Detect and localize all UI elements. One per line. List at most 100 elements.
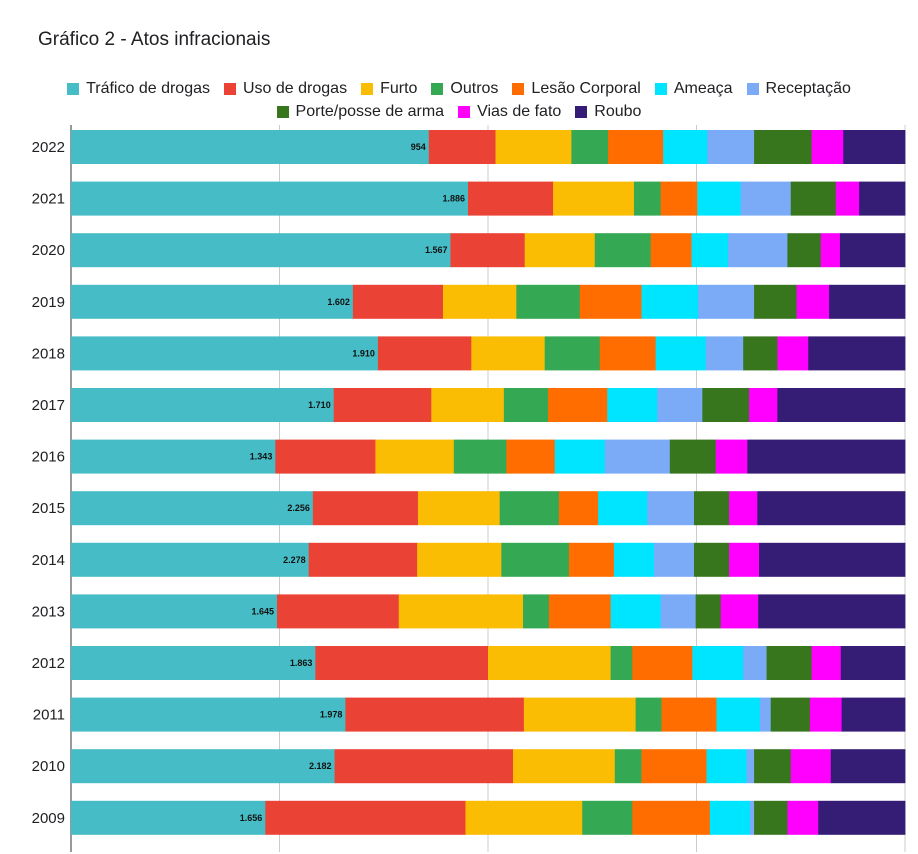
bar-segment[interactable] <box>579 284 642 319</box>
bar-segment[interactable] <box>660 181 698 216</box>
bar-segment[interactable] <box>312 491 419 526</box>
bar-segment[interactable] <box>632 800 711 835</box>
bar-segment[interactable] <box>754 130 812 164</box>
bar-segment[interactable] <box>692 646 744 680</box>
legend-item[interactable]: Vias de fato <box>458 103 561 121</box>
bar-segment[interactable] <box>777 336 809 371</box>
bar-segment[interactable] <box>417 491 501 526</box>
bar-segment[interactable] <box>841 697 906 732</box>
bar-segment[interactable] <box>749 388 778 422</box>
bar-segment[interactable] <box>275 439 376 474</box>
bar-segment[interactable] <box>715 439 748 474</box>
bar-segment[interactable] <box>277 594 400 629</box>
bar-segment[interactable] <box>790 749 832 784</box>
bar-segment[interactable] <box>743 336 778 371</box>
legend-item[interactable]: Ameaça <box>654 80 733 98</box>
bar-segment[interactable] <box>608 130 664 164</box>
bar-segment[interactable] <box>315 646 489 680</box>
bar-segment[interactable] <box>71 336 379 371</box>
bar-segment[interactable] <box>352 284 444 319</box>
bar-segment[interactable] <box>568 542 615 577</box>
bar-segment[interactable] <box>610 594 662 629</box>
bar-segment[interactable] <box>471 336 546 371</box>
bar-segment[interactable] <box>345 697 525 732</box>
legend-item[interactable]: Outros <box>431 80 498 98</box>
bar-segment[interactable] <box>669 439 717 474</box>
bar-segment[interactable] <box>694 491 730 526</box>
bar-segment[interactable] <box>709 800 751 835</box>
bar-segment[interactable] <box>450 233 526 268</box>
bar-segment[interactable] <box>503 388 549 422</box>
bar-segment[interactable] <box>839 233 906 268</box>
bar-segment[interactable] <box>808 336 906 371</box>
bar-segment[interactable] <box>663 130 708 164</box>
bar-segment[interactable] <box>691 233 729 268</box>
bar-segment[interactable] <box>758 594 906 629</box>
bar-segment[interactable] <box>766 646 812 680</box>
bar-segment[interactable] <box>754 284 797 319</box>
bar-segment[interactable] <box>442 284 517 319</box>
bar-segment[interactable] <box>660 594 697 629</box>
bar-segment[interactable] <box>787 800 819 835</box>
bar-segment[interactable] <box>657 388 703 422</box>
bar-segment[interactable] <box>811 646 842 680</box>
legend-item[interactable]: Roubo <box>575 103 641 121</box>
bar-segment[interactable] <box>71 388 335 422</box>
bar-segment[interactable] <box>71 439 276 474</box>
bar-segment[interactable] <box>633 181 662 216</box>
bar-segment[interactable] <box>377 336 472 371</box>
bar-segment[interactable] <box>582 800 633 835</box>
bar-segment[interactable] <box>729 542 760 577</box>
bar-segment[interactable] <box>759 697 772 732</box>
bar-segment[interactable] <box>749 800 755 835</box>
bar-segment[interactable] <box>746 749 755 784</box>
bar-segment[interactable] <box>553 181 635 216</box>
bar-segment[interactable] <box>796 284 830 319</box>
bar-segment[interactable] <box>71 646 316 680</box>
bar-segment[interactable] <box>398 594 524 629</box>
bar-segment[interactable] <box>598 491 648 526</box>
bar-segment[interactable] <box>830 749 906 784</box>
bar-segment[interactable] <box>647 491 695 526</box>
bar-segment[interactable] <box>71 594 278 629</box>
bar-segment[interactable] <box>334 749 514 784</box>
bar-segment[interactable] <box>829 284 906 319</box>
bar-segment[interactable] <box>308 542 418 577</box>
bar-segment[interactable] <box>501 542 570 577</box>
bar-segment[interactable] <box>71 284 354 319</box>
bar-segment[interactable] <box>757 491 906 526</box>
bar-segment[interactable] <box>613 542 655 577</box>
bar-segment[interactable] <box>840 646 906 680</box>
bar-segment[interactable] <box>333 388 432 422</box>
bar-segment[interactable] <box>71 130 430 164</box>
bar-segment[interactable] <box>743 646 767 680</box>
bar-segment[interactable] <box>747 439 906 474</box>
bar-segment[interactable] <box>506 439 556 474</box>
bar-segment[interactable] <box>431 388 505 422</box>
bar-segment[interactable] <box>516 284 581 319</box>
legend-item[interactable]: Porte/posse de arma <box>276 103 444 121</box>
bar-segment[interactable] <box>548 388 608 422</box>
bar-segment[interactable] <box>614 749 642 784</box>
bar-segment[interactable] <box>811 130 844 164</box>
bar-segment[interactable] <box>818 800 906 835</box>
legend-item[interactable]: Receptação <box>746 80 851 98</box>
bar-segment[interactable] <box>428 130 496 164</box>
bar-segment[interactable] <box>697 181 742 216</box>
bar-segment[interactable] <box>706 749 747 784</box>
bar-segment[interactable] <box>544 336 601 371</box>
bar-segment[interactable] <box>71 491 314 526</box>
legend-item[interactable]: Furto <box>361 80 417 98</box>
bar-segment[interactable] <box>729 491 758 526</box>
bar-segment[interactable] <box>417 542 502 577</box>
bar-segment[interactable] <box>754 800 788 835</box>
bar-segment[interactable] <box>740 181 792 216</box>
bar-segment[interactable] <box>71 697 346 732</box>
bar-segment[interactable] <box>607 388 658 422</box>
bar-segment[interactable] <box>705 336 744 371</box>
bar-segment[interactable] <box>71 542 310 577</box>
legend-item[interactable]: Lesão Corporal <box>512 80 641 98</box>
bar-segment[interactable] <box>728 233 788 268</box>
bar-segment[interactable] <box>495 130 572 164</box>
bar-segment[interactable] <box>635 697 662 732</box>
